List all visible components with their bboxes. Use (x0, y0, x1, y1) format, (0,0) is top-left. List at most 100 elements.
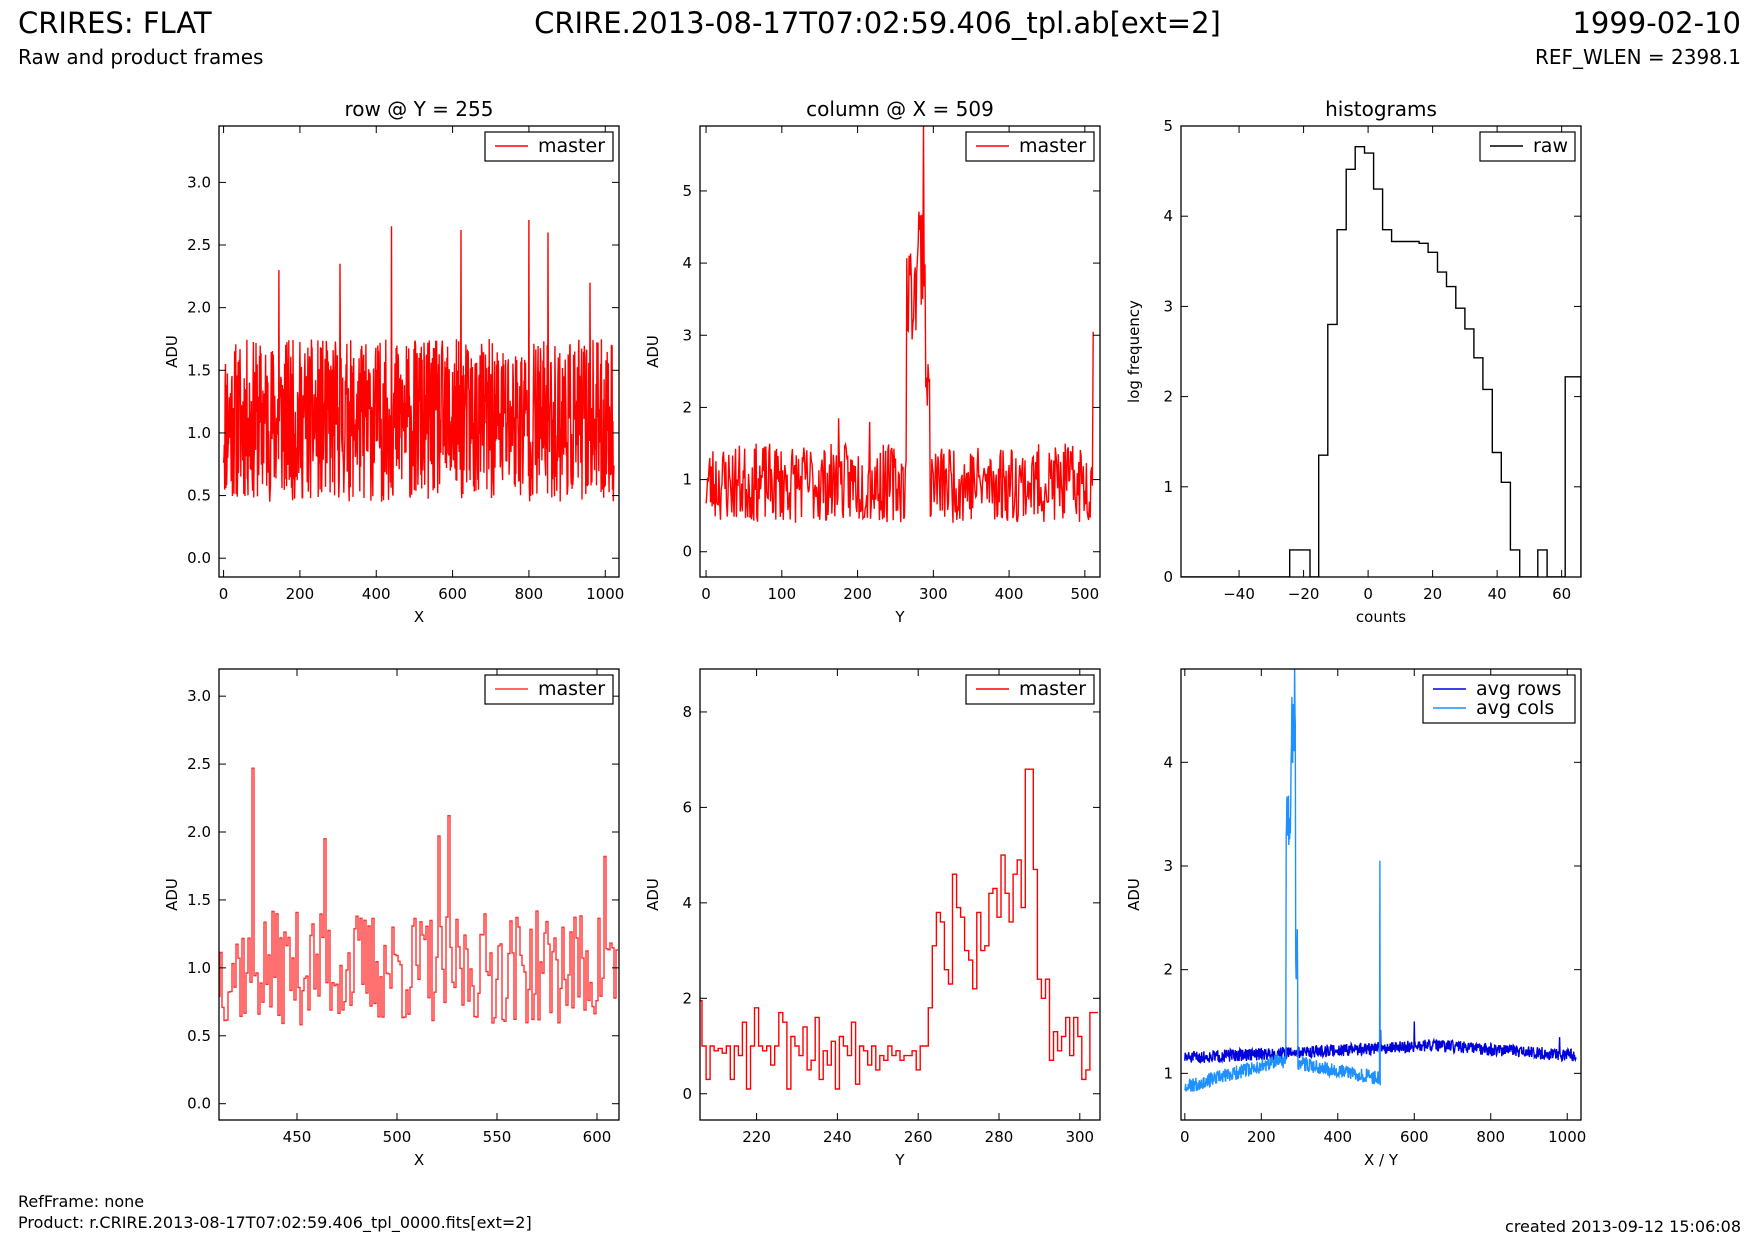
y-tick-label: 0.5 (187, 1027, 211, 1045)
x-tick-label: 400 (362, 585, 391, 603)
y-axis-label: ADU (163, 335, 181, 368)
chart-row-zoom: 450 500 550 600 0.0 0.5 1.0 1.5 2.0 2.5 3.0 X ADU mas… (163, 668, 620, 1169)
series-line-master (700, 768, 1098, 1090)
y-tick-label: 1.0 (187, 424, 211, 442)
plot-frame (699, 668, 1101, 1121)
x-tick-label: 200 (1247, 1128, 1276, 1146)
y-tick-label: 2 (682, 398, 692, 416)
plot-frame (699, 125, 1101, 578)
x-axis-label: Y (894, 608, 905, 626)
report-subtitle: Raw and product frames (18, 45, 264, 69)
x-tick-label: 500 (383, 1128, 412, 1146)
legend-label-master: master (538, 678, 605, 700)
legend: master (965, 131, 1095, 162)
y-tick-label: 3 (682, 326, 692, 344)
chart-row: 0 200 400 600 800 1000 0.0 0.5 1.0 1.5 2.0 2.5 3.0 ro… (163, 97, 624, 626)
chart-histograms: −40 −20 0 20 40 60 0 1 2 3 4 5 histograms counts log f… (1125, 97, 1582, 626)
x-tick-label: 800 (515, 585, 544, 603)
x-tick-label: 600 (1400, 1128, 1429, 1146)
y-tick-label: 6 (682, 798, 692, 816)
y-tick-label: 1.5 (187, 891, 211, 909)
created-timestamp: created 2013-09-12 15:06:08 (1505, 1217, 1741, 1236)
x-tick-label: 300 (1065, 1128, 1094, 1146)
plot-frame (218, 668, 620, 1121)
y-tick-label: 5 (682, 182, 692, 200)
x-axis-label: counts (1356, 608, 1406, 626)
y-tick-label: 0 (682, 1085, 692, 1103)
x-axis-label: X (414, 1151, 424, 1169)
chart-title: histograms (1325, 97, 1437, 121)
y-tick-label: 3.0 (187, 173, 211, 191)
y-axis-label: log frequency (1125, 300, 1143, 403)
y-axis-label: ADU (163, 878, 181, 911)
y-tick-label: 2.5 (187, 236, 211, 254)
x-tick-label: −40 (1223, 585, 1255, 603)
y-tick-label: 3 (1163, 297, 1173, 315)
observation-date: 1999-02-10 (1572, 6, 1741, 40)
x-tick-label: 200 (286, 585, 315, 603)
x-tick-label: 60 (1552, 585, 1571, 603)
x-tick-label: 0 (1180, 1128, 1190, 1146)
y-tick-label: 4 (682, 254, 692, 272)
series-line-raw (1181, 146, 1581, 577)
y-tick-label: 2.5 (187, 755, 211, 773)
x-tick-label: 600 (438, 585, 467, 603)
x-tick-label: 0 (1363, 585, 1373, 603)
legend: raw (1479, 131, 1576, 162)
y-tick-label: 4 (682, 894, 692, 912)
y-tick-label: 4 (1163, 753, 1173, 771)
x-tick-label: 260 (904, 1128, 933, 1146)
y-tick-label: 1 (1163, 1064, 1173, 1082)
legend: master (965, 674, 1095, 705)
plot-frame (1180, 125, 1582, 578)
chart-column: 0 100 200 300 400 500 0 1 2 3 4 5 column @ X = 509 Y A… (644, 97, 1101, 626)
y-tick-label: 2 (682, 989, 692, 1007)
y-tick-label: 1.5 (187, 361, 211, 379)
legend-label-master: master (538, 135, 605, 157)
x-tick-label: 550 (483, 1128, 512, 1146)
y-axis-label: ADU (644, 335, 662, 368)
chart-title: row @ Y = 255 (345, 97, 494, 121)
y-tick-label: 0.5 (187, 487, 211, 505)
x-tick-label: 450 (283, 1128, 312, 1146)
y-tick-label: 4 (1163, 207, 1173, 225)
x-tick-label: 40 (1488, 585, 1507, 603)
y-tick-label: 2 (1163, 388, 1173, 406)
chart-column-zoom: 220 240 260 280 300 0 2 4 6 8 Y ADU master (644, 668, 1101, 1169)
y-tick-label: 3.0 (187, 687, 211, 705)
legend-label-avg-cols: avg cols (1476, 697, 1554, 719)
x-tick-label: 0 (701, 585, 711, 603)
y-tick-label: 2.0 (187, 299, 211, 317)
y-tick-label: 5 (1163, 117, 1173, 135)
x-tick-label: 220 (742, 1128, 771, 1146)
y-tick-label: 3 (1163, 857, 1173, 875)
y-tick-label: 2.0 (187, 823, 211, 841)
chart-averages: 0 200 400 600 800 1000 1 2 3 4 X / Y ADU avg rowsavg… (1125, 668, 1586, 1169)
y-tick-label: 1 (1163, 478, 1173, 496)
legend-label-raw: raw (1533, 135, 1568, 157)
x-tick-label: 0 (219, 585, 229, 603)
x-tick-label: 200 (843, 585, 872, 603)
x-tick-label: 240 (823, 1128, 852, 1146)
plot-frame (1180, 668, 1582, 1121)
x-tick-label: −20 (1288, 585, 1320, 603)
chart-title: column @ X = 509 (806, 97, 994, 121)
legend-label-avg-rows: avg rows (1476, 678, 1561, 700)
ref-wavelength: REF_WLEN = 2398.1 (1534, 45, 1741, 69)
y-tick-label: 2 (1163, 961, 1173, 979)
y-tick-label: 0 (682, 543, 692, 561)
y-tick-label: 0 (1163, 568, 1173, 586)
x-tick-label: 400 (995, 585, 1024, 603)
legend-label-master: master (1019, 678, 1086, 700)
series-line-master (222, 219, 615, 502)
x-tick-label: 300 (919, 585, 948, 603)
y-tick-label: 1.0 (187, 959, 211, 977)
product-label: Product: r.CRIRE.2013-08-17T07:02:59.406… (18, 1213, 532, 1232)
legend-label-master: master (1019, 135, 1086, 157)
legend: master (484, 131, 614, 162)
frame-name: CRIRE.2013-08-17T07:02:59.406_tpl.ab[ext… (534, 6, 1221, 40)
x-tick-label: 1000 (586, 585, 624, 603)
x-axis-label: X (414, 608, 424, 626)
